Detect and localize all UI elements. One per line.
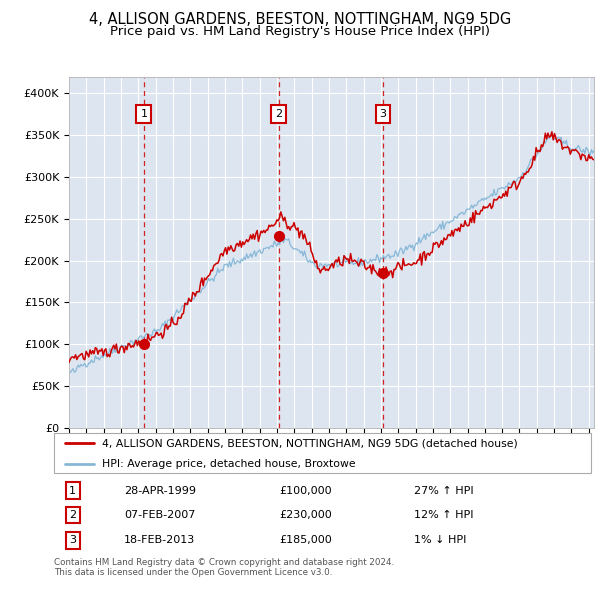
Text: Price paid vs. HM Land Registry's House Price Index (HPI): Price paid vs. HM Land Registry's House … <box>110 25 490 38</box>
Text: HPI: Average price, detached house, Broxtowe: HPI: Average price, detached house, Brox… <box>103 460 356 470</box>
FancyBboxPatch shape <box>54 433 591 473</box>
Text: 28-APR-1999: 28-APR-1999 <box>124 486 196 496</box>
Text: 2: 2 <box>69 510 76 520</box>
Text: 1% ↓ HPI: 1% ↓ HPI <box>414 535 466 545</box>
Text: 4, ALLISON GARDENS, BEESTON, NOTTINGHAM, NG9 5DG (detached house): 4, ALLISON GARDENS, BEESTON, NOTTINGHAM,… <box>103 438 518 448</box>
Text: 1: 1 <box>140 109 148 119</box>
Text: 2: 2 <box>275 109 282 119</box>
Text: 4, ALLISON GARDENS, BEESTON, NOTTINGHAM, NG9 5DG: 4, ALLISON GARDENS, BEESTON, NOTTINGHAM,… <box>89 12 511 27</box>
Text: 12% ↑ HPI: 12% ↑ HPI <box>414 510 473 520</box>
Text: 3: 3 <box>69 535 76 545</box>
Text: 3: 3 <box>379 109 386 119</box>
Text: 27% ↑ HPI: 27% ↑ HPI <box>414 486 473 496</box>
Text: £100,000: £100,000 <box>280 486 332 496</box>
Text: Contains HM Land Registry data © Crown copyright and database right 2024.
This d: Contains HM Land Registry data © Crown c… <box>54 558 394 577</box>
Text: 07-FEB-2007: 07-FEB-2007 <box>124 510 195 520</box>
Text: 18-FEB-2013: 18-FEB-2013 <box>124 535 195 545</box>
Text: 1: 1 <box>69 486 76 496</box>
Text: £230,000: £230,000 <box>280 510 332 520</box>
Text: £185,000: £185,000 <box>280 535 332 545</box>
